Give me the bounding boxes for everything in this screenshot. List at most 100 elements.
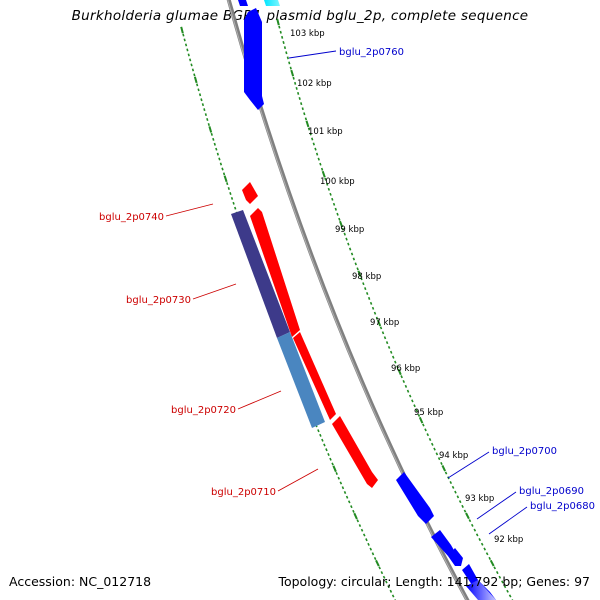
backbone-arc: [226, 0, 470, 600]
gc-tick-major: [276, 18, 280, 26]
leader-bglu_2p0690: [476, 491, 517, 520]
gc-tick: [347, 242, 350, 246]
label-bglu_2p0700[interactable]: bglu_2p0700: [492, 446, 557, 457]
gc-tick: [343, 490, 347, 495]
gc-tick: [312, 142, 315, 146]
gc-tick: [347, 500, 351, 504]
gc-tick: [449, 481, 453, 485]
gc-tick: [369, 301, 373, 305]
label-bglu_2p0730[interactable]: bglu_2p0730: [126, 295, 191, 306]
gc-tick: [433, 447, 436, 451]
gc-tick: [339, 481, 343, 485]
gc-tick: [183, 38, 186, 42]
gene-bglu_2p0730-arrow[interactable]: [250, 208, 300, 337]
gc-tick: [279, 30, 282, 34]
gc-tick: [212, 137, 215, 141]
label-bglu_2p0740[interactable]: bglu_2p0740: [99, 212, 164, 223]
gc-tick: [335, 471, 338, 476]
gene-small-top[interactable]: [238, 0, 248, 6]
gc-tick: [189, 58, 192, 62]
gc-tick-major: [180, 26, 184, 34]
gc-tick: [402, 379, 406, 384]
gc-tick: [391, 594, 395, 598]
gc-tick: [473, 528, 477, 532]
gc-tick: [380, 571, 384, 575]
gc-tick: [221, 167, 224, 171]
kbp-label: 97 kbp: [370, 318, 399, 328]
gc-tick: [281, 35, 284, 39]
gc-tick: [197, 88, 200, 92]
gc-tick: [200, 98, 203, 102]
gene-bglu_2p0710-arrow[interactable]: [332, 416, 378, 488]
gc-tick: [360, 528, 364, 532]
gc-tick: [278, 25, 281, 29]
gc-tick: [365, 538, 368, 542]
gene-bglu_2p0690-arrow[interactable]: [431, 530, 455, 556]
gene-bglu_2p0740-arrow[interactable]: [242, 182, 258, 204]
label-bglu_2p0760[interactable]: bglu_2p0760: [339, 47, 404, 58]
gc-tick: [201, 103, 205, 107]
gc-tick: [289, 66, 292, 70]
leader-bglu_2p0700: [447, 451, 490, 479]
gene-bglu_2p0700-arrow[interactable]: [396, 472, 434, 524]
gc-tick: [219, 162, 223, 166]
label-bglu_2p0710[interactable]: bglu_2p0710: [211, 487, 276, 498]
gc-tick: [294, 81, 297, 85]
gc-tick: [417, 413, 421, 417]
gc-tick: [362, 282, 365, 286]
gc-tick: [437, 457, 441, 461]
gc-tick: [371, 552, 375, 556]
kbp-scale: 103 kbp 102 kbp 101 kbp 100 kbp 99 kbp 9…: [290, 29, 523, 545]
kbp-label: 94 kbp: [439, 451, 468, 461]
gc-tick: [461, 504, 464, 508]
leader-bglu_2p0720: [237, 390, 282, 410]
gc-tick: [317, 157, 320, 161]
gene-bglu_2p0720-arrow[interactable]: [293, 332, 336, 420]
gc-tick: [354, 262, 357, 266]
gc-tick: [295, 86, 298, 90]
gene-bglu_2p0680-arrow[interactable]: [448, 548, 463, 566]
cds-light-block[interactable]: [277, 332, 325, 428]
label-bglu_2p0720[interactable]: bglu_2p0720: [171, 405, 236, 416]
gc-tick: [213, 142, 216, 146]
gc-tick: [385, 580, 388, 584]
gc-tick-major: [397, 368, 402, 376]
gc-tick: [317, 429, 320, 433]
gc-tick: [227, 187, 230, 191]
gc-tick: [331, 462, 334, 466]
gc-tick: [369, 547, 373, 551]
gc-tick: [303, 112, 306, 116]
gc-tick: [381, 331, 385, 335]
gc-tick: [480, 542, 484, 546]
gc-tick: [203, 108, 206, 112]
label-bglu_2p0690[interactable]: bglu_2p0690: [519, 486, 584, 497]
gc-tick: [319, 162, 322, 166]
cds-dark-block[interactable]: [231, 210, 290, 338]
gc-tick: [440, 461, 443, 465]
gc-tick: [373, 311, 377, 315]
gc-tick: [396, 365, 399, 369]
gc-tick: [478, 538, 482, 542]
summary-label: Topology: circular; Length: 141,792 bp; …: [278, 574, 590, 589]
gc-tick: [193, 73, 196, 77]
gc-tick: [389, 350, 393, 354]
gc-tick: [341, 227, 345, 231]
kbp-label: 93 kbp: [465, 494, 494, 504]
gc-tick-major: [465, 512, 470, 520]
gc-tick: [297, 91, 300, 95]
gene-bottom-faded[interactable]: [466, 580, 496, 600]
kbp-label: 95 kbp: [414, 408, 443, 418]
gc-tick: [498, 575, 502, 579]
gc-tick: [309, 132, 312, 136]
gc-tick: [364, 287, 367, 291]
gc-tick: [282, 40, 285, 45]
gene-bglu_2p0760-arrow[interactable]: [244, 8, 264, 110]
gc-tick: [367, 542, 370, 546]
gc-tick-major: [332, 465, 337, 473]
kbp-label: 99 kbp: [335, 225, 364, 235]
gc-tick: [501, 580, 504, 584]
label-bglu_2p0680[interactable]: bglu_2p0680: [530, 501, 595, 512]
gc-tick: [334, 207, 337, 211]
gc-tick: [503, 585, 507, 589]
